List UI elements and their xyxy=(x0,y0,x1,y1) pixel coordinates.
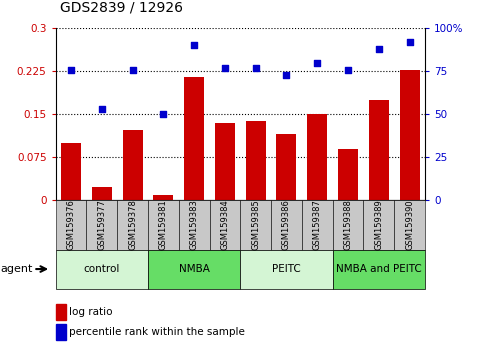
Point xyxy=(252,65,259,71)
Bar xyxy=(399,69,420,200)
Text: PEITC: PEITC xyxy=(272,264,301,274)
Point xyxy=(283,72,290,78)
Text: GSM159388: GSM159388 xyxy=(343,199,353,250)
Text: NMBA and PEITC: NMBA and PEITC xyxy=(336,264,422,274)
Point xyxy=(375,46,383,52)
Text: log ratio: log ratio xyxy=(69,307,113,317)
Point xyxy=(159,111,167,117)
Point xyxy=(313,60,321,65)
Text: GSM159385: GSM159385 xyxy=(251,199,260,250)
Point xyxy=(67,67,75,72)
Bar xyxy=(307,114,327,200)
Bar xyxy=(184,77,204,200)
Bar xyxy=(123,130,142,200)
Point xyxy=(190,43,198,48)
Point xyxy=(221,65,229,71)
Point xyxy=(344,67,352,72)
Bar xyxy=(92,187,112,200)
Text: GSM159383: GSM159383 xyxy=(190,199,199,250)
Text: GSM159381: GSM159381 xyxy=(159,199,168,250)
Point xyxy=(128,67,136,72)
Text: GSM159384: GSM159384 xyxy=(220,199,229,250)
Text: control: control xyxy=(84,264,120,274)
Text: GSM159389: GSM159389 xyxy=(374,199,384,250)
Bar xyxy=(276,134,297,200)
Text: GSM159377: GSM159377 xyxy=(97,199,106,250)
Bar xyxy=(369,100,389,200)
Bar xyxy=(246,121,266,200)
Text: percentile rank within the sample: percentile rank within the sample xyxy=(69,327,245,337)
Bar xyxy=(61,143,81,200)
Point xyxy=(98,106,106,112)
Bar xyxy=(215,123,235,200)
Text: GDS2839 / 12926: GDS2839 / 12926 xyxy=(60,0,184,14)
Text: GSM159390: GSM159390 xyxy=(405,199,414,250)
Text: GSM159376: GSM159376 xyxy=(67,199,75,250)
Text: NMBA: NMBA xyxy=(179,264,210,274)
Bar xyxy=(338,149,358,200)
Text: GSM159387: GSM159387 xyxy=(313,199,322,250)
Point xyxy=(406,39,413,45)
Bar xyxy=(153,195,173,200)
Text: GSM159386: GSM159386 xyxy=(282,199,291,250)
Text: agent: agent xyxy=(0,264,32,274)
Text: GSM159378: GSM159378 xyxy=(128,199,137,250)
